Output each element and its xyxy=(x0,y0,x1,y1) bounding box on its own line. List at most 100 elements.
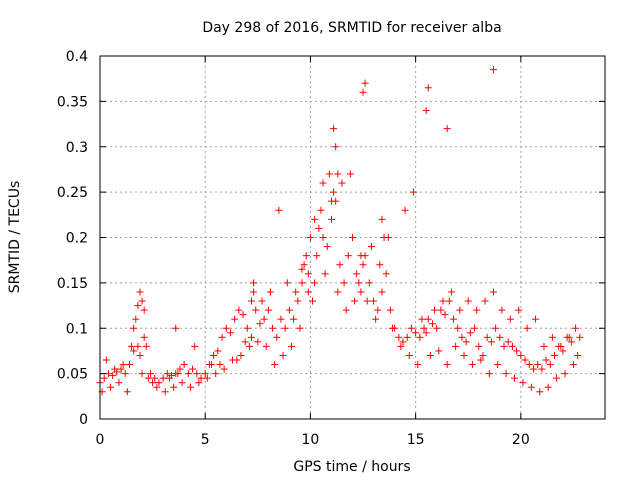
data-point xyxy=(147,370,154,378)
data-point xyxy=(565,333,573,341)
data-point xyxy=(439,297,447,305)
data-point xyxy=(302,252,310,260)
data-point xyxy=(456,306,464,314)
data-point xyxy=(306,234,314,241)
data-point xyxy=(561,370,569,378)
data-point xyxy=(311,215,319,223)
y-tick-label: 0 xyxy=(79,412,88,428)
data-point xyxy=(479,351,487,359)
data-point xyxy=(134,302,142,310)
data-point xyxy=(138,370,146,378)
data-point xyxy=(174,370,182,378)
data-point xyxy=(117,365,125,373)
data-point xyxy=(521,356,529,364)
data-point xyxy=(197,374,205,382)
data-point xyxy=(256,320,264,328)
data-point xyxy=(336,261,344,269)
data-point xyxy=(458,333,466,341)
data-point xyxy=(130,347,138,355)
data-point xyxy=(248,297,255,305)
data-point xyxy=(125,361,133,369)
data-point xyxy=(277,315,285,323)
data-point xyxy=(508,342,516,350)
data-point xyxy=(102,356,110,364)
data-point xyxy=(363,297,371,305)
data-point xyxy=(382,270,390,278)
data-point xyxy=(317,206,325,214)
data-point xyxy=(294,297,302,305)
data-point xyxy=(460,351,468,359)
data-point xyxy=(119,361,127,369)
data-point xyxy=(529,365,537,373)
data-point xyxy=(534,361,542,369)
data-point xyxy=(222,324,230,332)
data-point xyxy=(208,361,216,369)
data-point xyxy=(332,143,340,151)
data-point xyxy=(422,106,430,114)
data-point xyxy=(123,388,131,396)
x-tick-label: 5 xyxy=(201,432,210,448)
data-point xyxy=(258,297,266,305)
data-point xyxy=(226,329,234,337)
data-point xyxy=(542,356,550,364)
data-point xyxy=(504,338,512,346)
data-point xyxy=(233,356,241,364)
data-point xyxy=(210,351,218,359)
data-point xyxy=(201,370,209,378)
y-tick-label: 0.2 xyxy=(66,231,88,247)
data-point xyxy=(243,324,251,332)
data-point xyxy=(349,234,356,241)
data-point xyxy=(492,324,500,332)
data-point xyxy=(189,365,197,373)
data-point xyxy=(163,370,171,378)
data-point xyxy=(365,279,373,287)
data-point xyxy=(494,361,502,369)
data-point xyxy=(216,361,224,369)
data-point xyxy=(151,374,159,382)
data-point xyxy=(287,342,295,350)
data-point xyxy=(559,347,567,355)
data-point xyxy=(184,370,192,378)
data-point xyxy=(445,297,453,305)
data-point xyxy=(304,270,312,278)
data-point xyxy=(511,374,519,382)
data-point xyxy=(361,79,369,87)
data-point xyxy=(405,351,413,359)
data-point xyxy=(407,324,415,332)
data-point xyxy=(319,234,327,241)
data-point xyxy=(144,374,152,382)
data-point xyxy=(372,315,380,323)
y-axis-label: SRMTID / TECUs xyxy=(7,181,23,294)
data-point xyxy=(489,66,497,74)
data-point xyxy=(130,324,138,332)
data-point xyxy=(239,311,247,319)
data-point xyxy=(121,370,129,378)
data-point xyxy=(161,388,169,396)
data-point xyxy=(551,351,558,359)
data-point xyxy=(149,379,157,387)
data-point xyxy=(475,342,483,350)
data-point xyxy=(195,379,203,387)
data-point xyxy=(515,306,523,314)
data-point xyxy=(370,297,378,305)
data-point xyxy=(313,252,321,260)
data-point xyxy=(454,324,462,332)
data-point xyxy=(399,338,407,346)
data-points xyxy=(96,66,584,396)
data-point xyxy=(548,333,556,341)
data-point xyxy=(378,215,386,223)
data-point xyxy=(186,383,194,391)
x-tick-label: 0 xyxy=(96,432,105,448)
data-point xyxy=(450,315,457,323)
data-point xyxy=(359,261,367,269)
data-point xyxy=(367,243,375,251)
data-point xyxy=(410,188,418,196)
data-point xyxy=(338,179,346,187)
data-point xyxy=(334,288,342,296)
data-point xyxy=(311,279,319,287)
data-point xyxy=(275,206,283,214)
data-point xyxy=(441,311,449,319)
data-point xyxy=(435,347,443,355)
data-point xyxy=(485,370,493,378)
data-point xyxy=(111,365,119,373)
